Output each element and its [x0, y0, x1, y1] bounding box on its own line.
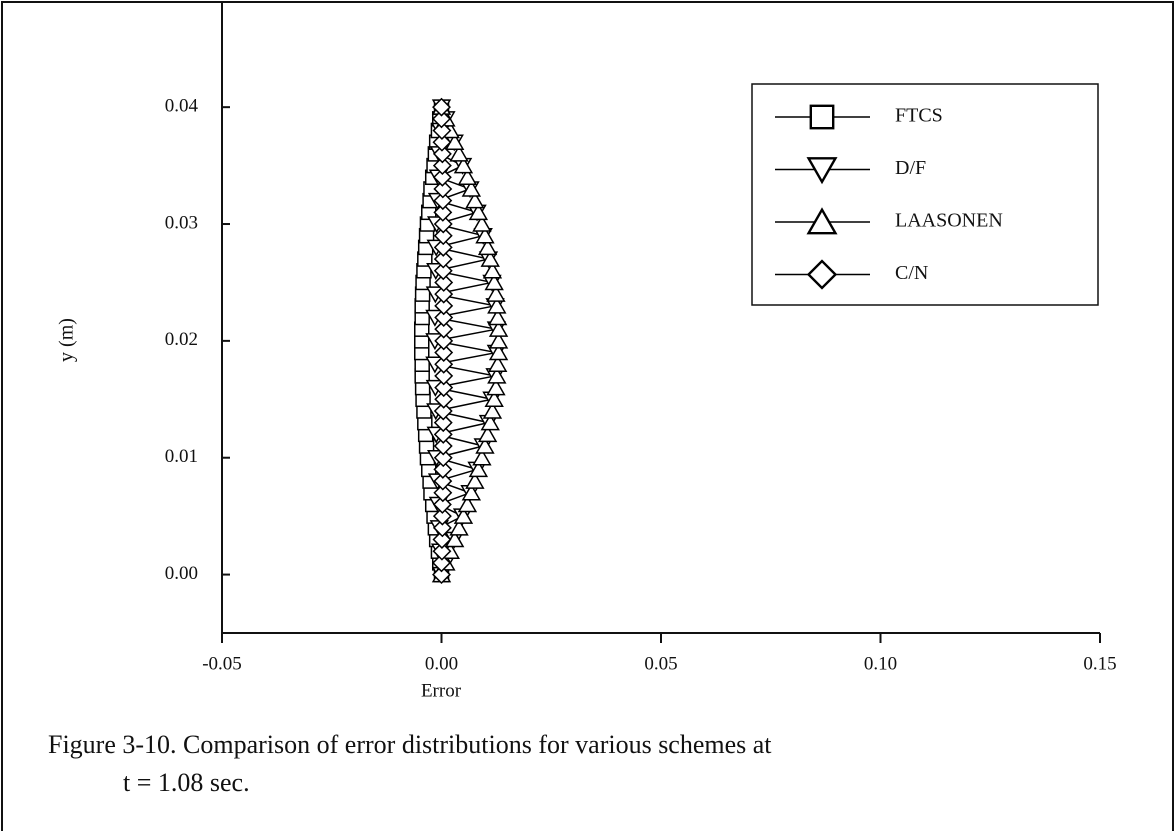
- marker: [434, 354, 454, 374]
- marker: [433, 401, 453, 421]
- marker: [433, 459, 453, 479]
- marker: [434, 272, 454, 292]
- y-axis-label: y (m): [56, 318, 78, 362]
- marker: [433, 249, 453, 269]
- legend-label: C/N: [895, 262, 928, 284]
- legend-label: FTCS: [895, 105, 943, 127]
- marker: [432, 495, 452, 514]
- marker: [457, 495, 478, 513]
- marker: [433, 237, 453, 257]
- marker: [433, 179, 453, 199]
- marker: [433, 202, 453, 222]
- marker: [472, 448, 492, 466]
- marker: [480, 413, 500, 431]
- x-tick-label: 0.00: [425, 653, 458, 674]
- marker: [434, 331, 454, 351]
- marker: [461, 179, 482, 197]
- marker: [434, 308, 454, 327]
- marker: [432, 167, 452, 187]
- y-tick-label: 0.03: [165, 212, 198, 233]
- marker: [487, 366, 507, 384]
- y-tick-label: 0.01: [165, 446, 198, 467]
- marker: [468, 460, 489, 478]
- legend-marker: [806, 157, 838, 185]
- legend-label: LAASONEN: [895, 210, 1003, 232]
- marker: [468, 203, 489, 221]
- legend-marker: [806, 207, 838, 235]
- marker: [472, 214, 492, 232]
- marker: [432, 553, 451, 573]
- caption-line: t = 1.08 sec.: [123, 768, 250, 797]
- marker: [487, 296, 507, 314]
- marker: [432, 132, 452, 152]
- marker: [461, 483, 482, 501]
- marker: [432, 109, 451, 129]
- marker: [432, 565, 451, 585]
- x-tick-label: 0.10: [864, 653, 897, 674]
- marker: [433, 226, 453, 246]
- marker: [457, 168, 478, 186]
- marker: [477, 238, 498, 256]
- marker: [486, 284, 506, 302]
- marker: [475, 226, 495, 244]
- marker: [453, 156, 474, 174]
- y-tick-label: 0.00: [165, 563, 198, 584]
- marker: [487, 308, 508, 326]
- y-tick-label: 0.04: [165, 96, 199, 117]
- marker: [433, 483, 453, 503]
- marker: [488, 331, 509, 349]
- marker: [433, 424, 453, 444]
- marker: [432, 144, 452, 164]
- marker: [434, 343, 454, 363]
- marker: [432, 530, 452, 549]
- marker: [432, 518, 452, 538]
- marker: [453, 506, 474, 524]
- marker: [480, 249, 500, 267]
- marker: [482, 261, 503, 279]
- marker: [432, 97, 451, 117]
- marker: [482, 401, 503, 419]
- marker: [433, 413, 453, 433]
- marker: [432, 541, 452, 561]
- marker: [433, 448, 453, 468]
- caption-line: Figure 3-10. Comparison of error distrib…: [48, 730, 772, 759]
- marker: [486, 378, 506, 396]
- marker: [433, 436, 453, 456]
- x-axis-label: Error: [421, 680, 462, 701]
- x-tick-label: -0.05: [202, 653, 242, 674]
- marker: [475, 436, 495, 454]
- marker: [434, 319, 454, 339]
- marker: [465, 471, 485, 489]
- marker: [484, 273, 504, 291]
- marker: [434, 389, 454, 409]
- marker: [488, 319, 509, 337]
- marker: [484, 390, 504, 408]
- marker: [433, 214, 453, 234]
- marker: [432, 121, 452, 140]
- marker: [432, 506, 452, 526]
- marker: [432, 156, 452, 176]
- marker: [433, 191, 453, 211]
- marker: [434, 284, 454, 304]
- x-tick-label: 0.15: [1083, 653, 1116, 674]
- marker: [434, 296, 454, 316]
- legend-label: D/F: [895, 157, 926, 179]
- marker: [449, 144, 469, 162]
- marker: [477, 425, 498, 443]
- y-tick-label: 0.02: [165, 329, 198, 350]
- legend-marker: [806, 259, 838, 290]
- marker: [433, 261, 453, 281]
- marker: [449, 518, 469, 536]
- x-tick-label: 0.05: [644, 653, 677, 674]
- marker: [433, 471, 453, 491]
- marker: [488, 343, 509, 361]
- marker: [465, 191, 485, 209]
- marker: [434, 366, 454, 386]
- marker: [487, 355, 508, 372]
- marker: [434, 378, 454, 398]
- legend-marker: [809, 104, 835, 130]
